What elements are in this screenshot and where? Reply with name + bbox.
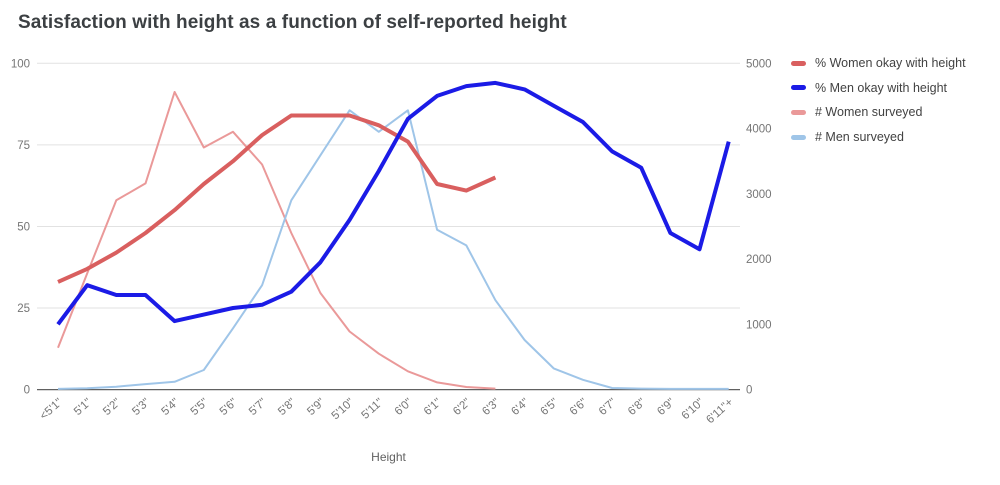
legend-item-men-surveyed[interactable]: # Men surveyed [791, 125, 966, 150]
legend-item-men-okay-with-height[interactable]: % Men okay with height [791, 76, 966, 101]
x-axis-tick: 5'11" [359, 396, 385, 421]
chart-title: Satisfaction with height as a function o… [18, 12, 567, 33]
x-axis-tick: 5'6" [218, 396, 240, 418]
x-axis-tick: 6'2" [451, 396, 473, 418]
legend-label: # Women surveyed [815, 105, 923, 120]
x-axis-tick: 5'5" [189, 396, 211, 418]
x-axis-tick: 5'1" [72, 396, 94, 418]
legend-swatch-icon [791, 134, 806, 140]
x-axis-tick: 6'10" [680, 396, 707, 422]
x-axis-tick: 6'11"+ [704, 396, 736, 426]
x-axis-tick: 6'0" [393, 396, 415, 418]
legend-label: % Men okay with height [815, 80, 948, 95]
series-line-women-okay-with-height [57, 113, 497, 284]
x-axis-tick: 6'1" [422, 396, 444, 418]
x-axis-tick: 6'7" [597, 396, 619, 418]
x-axis-tick: 5'7" [247, 396, 269, 418]
legend-swatch-icon [791, 85, 806, 91]
legend-item-women-okay-with-height[interactable]: % Women okay with height [791, 51, 966, 76]
x-axis-tick: 5'3" [130, 396, 152, 418]
left-axis-tick: 0 [24, 385, 30, 397]
left-axis-tick: 100 [11, 58, 30, 70]
x-axis-tick: 6'8" [626, 396, 648, 418]
legend-label: # Men surveyed [815, 130, 904, 145]
legend-item-women-surveyed[interactable]: # Women surveyed [791, 100, 966, 125]
right-axis-tick: 4000 [746, 124, 772, 136]
x-axis-tick: 5'4" [159, 396, 181, 418]
x-axis-tick: 5'8" [276, 396, 298, 418]
legend-swatch-icon [791, 60, 806, 66]
x-axis-tick: <5'1" [38, 396, 65, 422]
x-axis-tick: 6'6" [568, 396, 590, 418]
series-line-men-okay-with-height [56, 80, 731, 326]
series-line-women-surveyed [57, 91, 496, 390]
x-axis-tick: 5'9" [305, 396, 327, 418]
right-axis-tick: 5000 [746, 58, 772, 70]
left-axis-tick: 75 [17, 140, 30, 152]
left-axis-tick: 50 [17, 221, 30, 233]
x-axis-tick: 6'4" [509, 396, 531, 418]
series-line-men-surveyed [57, 109, 729, 390]
x-axis-tick: 6'3" [480, 396, 502, 418]
x-axis-title: Height [371, 450, 406, 464]
right-axis-tick: 2000 [746, 254, 772, 266]
legend-swatch-icon [791, 109, 806, 115]
x-axis-tick: 6'9" [655, 396, 677, 418]
legend-label: % Women okay with height [815, 56, 966, 71]
left-axis-tick: 25 [17, 303, 30, 315]
x-axis-tick: 5'10" [330, 396, 357, 422]
x-axis-tick: 5'2" [101, 396, 123, 418]
right-axis-tick: 3000 [746, 189, 772, 201]
right-axis-tick: 0 [746, 385, 752, 397]
legend: % Women okay with height % Men okay with … [791, 51, 966, 149]
x-axis-tick: 6'5" [539, 396, 561, 418]
right-axis-tick: 1000 [746, 319, 772, 331]
